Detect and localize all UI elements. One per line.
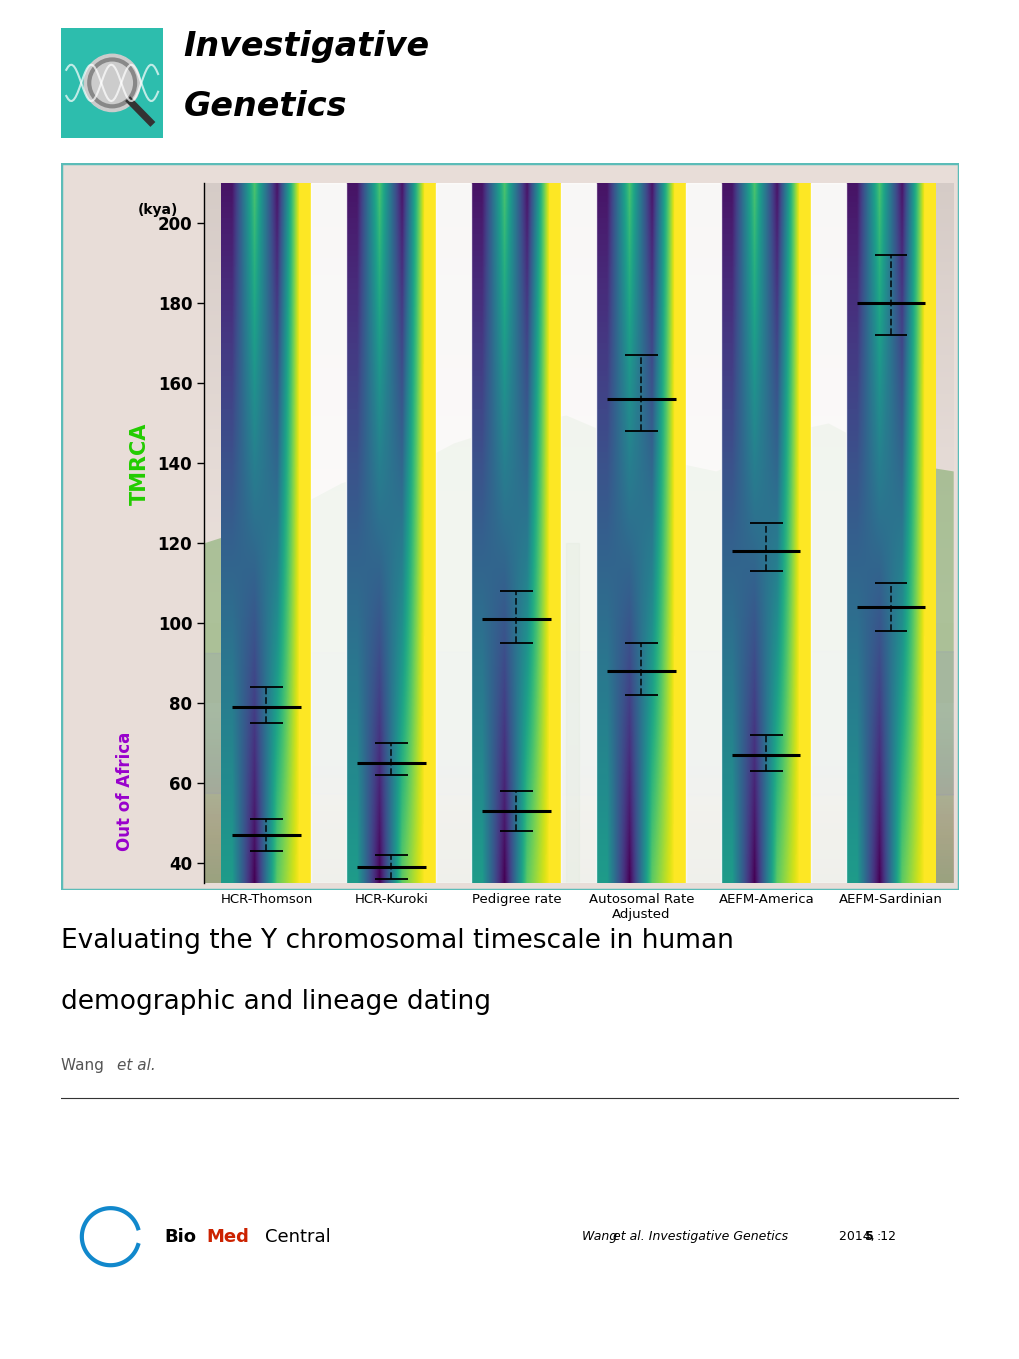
FancyBboxPatch shape xyxy=(61,163,958,890)
Polygon shape xyxy=(566,544,579,883)
Bar xyxy=(810,183,846,883)
Text: 2014,: 2014, xyxy=(835,1230,877,1243)
Text: Central: Central xyxy=(265,1227,330,1246)
Text: Med: Med xyxy=(207,1227,250,1246)
Text: Out of Africa: Out of Africa xyxy=(116,731,135,851)
Text: demographic and lineage dating: demographic and lineage dating xyxy=(61,989,491,1015)
Text: Genetics: Genetics xyxy=(183,90,346,122)
Text: :12: :12 xyxy=(875,1230,896,1243)
Text: Wang: Wang xyxy=(581,1230,621,1243)
Bar xyxy=(311,183,346,883)
Circle shape xyxy=(0,651,1019,795)
Polygon shape xyxy=(204,416,953,883)
Text: Investigative: Investigative xyxy=(183,30,429,63)
Bar xyxy=(560,183,596,883)
Text: Wang: Wang xyxy=(61,1059,109,1074)
Bar xyxy=(204,183,205,883)
FancyBboxPatch shape xyxy=(61,29,163,137)
Text: et al. Investigative Genetics: et al. Investigative Genetics xyxy=(612,1230,788,1243)
Text: Evaluating the Y chromosomal timescale in human: Evaluating the Y chromosomal timescale i… xyxy=(61,928,734,954)
Text: Bio: Bio xyxy=(164,1227,197,1246)
Circle shape xyxy=(84,54,141,111)
Text: (kya): (kya) xyxy=(138,204,178,217)
Bar xyxy=(436,183,471,883)
Bar xyxy=(686,183,720,883)
Text: 5: 5 xyxy=(864,1230,872,1243)
Text: et al.: et al. xyxy=(117,1059,156,1074)
Text: TMRCA: TMRCA xyxy=(129,423,150,504)
